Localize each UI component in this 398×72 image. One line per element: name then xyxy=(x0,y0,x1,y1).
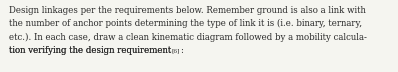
Text: etc.). In each case, draw a clean kinematic diagram followed by a mobility calcu: etc.). In each case, draw a clean kinema… xyxy=(9,32,367,42)
Text: the number of anchor points determining the type of link it is (i.e. binary, ter: the number of anchor points determining … xyxy=(9,19,362,28)
Text: :: : xyxy=(180,46,183,55)
Text: tion verifying the design requirement: tion verifying the design requirement xyxy=(9,46,171,55)
Text: Design linkages per the requirements below. Remember ground is also a link with: Design linkages per the requirements bel… xyxy=(9,6,366,15)
Text: tion verifying the design requirement: tion verifying the design requirement xyxy=(9,46,171,55)
Text: [6]: [6] xyxy=(171,48,180,53)
